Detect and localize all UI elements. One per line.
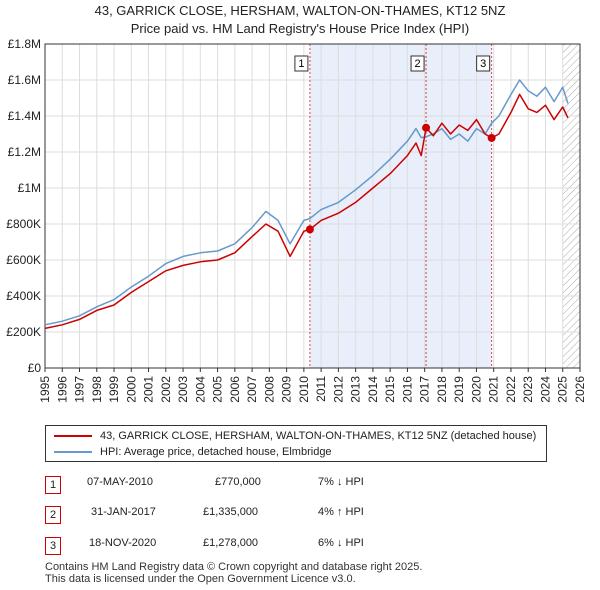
x-tick-label: 2017 xyxy=(418,376,432,403)
sale-marker: 1 xyxy=(45,476,61,494)
title-line-1: 43, GARRICK CLOSE, HERSHAM, WALTON-ON-TH… xyxy=(94,3,506,18)
sale-date: 18-NOV-2020 xyxy=(89,537,157,549)
sale-hpi-diff: 6% ↓ HPI xyxy=(318,537,364,549)
x-tick-label: 2024 xyxy=(538,376,552,403)
chart-title: 43, GARRICK CLOSE, HERSHAM, WALTON-ON-TH… xyxy=(0,2,600,38)
y-tick-label: £200K xyxy=(6,325,41,339)
footer: Contains HM Land Registry data © Crown c… xyxy=(45,561,422,585)
y-tick-label: £400K xyxy=(6,289,41,303)
title-line-2: Price paid vs. HM Land Registry's House … xyxy=(130,21,470,36)
x-tick-label: 1999 xyxy=(107,376,121,403)
x-tick-label: 2015 xyxy=(383,376,397,403)
plot-frame xyxy=(44,43,581,369)
legend-swatch-hpi xyxy=(54,451,92,453)
sale-price: £1,335,000 xyxy=(203,506,259,518)
x-tick-label: 1996 xyxy=(55,376,69,403)
sale-marker: 3 xyxy=(45,537,61,555)
sale-date: 31-JAN-2017 xyxy=(91,506,156,518)
x-tick-label: 2004 xyxy=(193,376,207,403)
x-tick-label: 2014 xyxy=(366,376,380,403)
y-tick-label: £1M xyxy=(18,181,41,195)
x-tick-label: 2022 xyxy=(504,376,518,403)
sale-marker-box xyxy=(294,55,309,72)
footer-line-1: Contains HM Land Registry data © Crown c… xyxy=(45,561,423,573)
x-tick-label: 2011 xyxy=(314,376,328,402)
sale-price: £770,000 xyxy=(215,476,261,488)
sale-marker-label: 2 xyxy=(414,58,420,70)
x-tick-label: 2019 xyxy=(452,376,466,403)
y-tick-label: £1.8M xyxy=(8,37,41,51)
sale-row: 2 31-JAN-2017 £1,335,000 4% ↑ HPI xyxy=(45,502,405,524)
x-tick-label: 2008 xyxy=(262,376,276,403)
x-tick-label: 2025 xyxy=(556,376,570,403)
x-tick-label: 2003 xyxy=(176,376,190,403)
x-tick-label: 2009 xyxy=(280,376,294,403)
y-tick-label: £600K xyxy=(6,253,41,267)
shaded-period xyxy=(309,44,492,368)
sale-marker-box xyxy=(476,55,491,72)
x-tick-label: 2021 xyxy=(487,376,501,403)
x-tick-label: 2005 xyxy=(211,376,225,403)
x-tick-label: 2026 xyxy=(573,376,587,403)
sale-marker-label: 1 xyxy=(298,58,304,70)
sale-marker-label: 3 xyxy=(480,58,486,70)
sale-row: 3 18-NOV-2020 £1,278,000 6% ↓ HPI xyxy=(45,533,405,555)
x-tick-label: 1998 xyxy=(90,376,104,403)
x-tick-label: 2006 xyxy=(228,376,242,403)
sale-hpi-diff: 7% ↓ HPI xyxy=(318,476,364,488)
x-tick-label: 1997 xyxy=(73,376,87,403)
sale-hpi-diff: 4% ↑ HPI xyxy=(318,506,364,518)
y-tick-label: £1.6M xyxy=(8,73,41,87)
y-tick-label: £1.4M xyxy=(8,109,41,123)
x-tick-label: 2012 xyxy=(331,376,345,403)
series-line-hpi xyxy=(44,79,569,326)
sale-date: 07-MAY-2010 xyxy=(87,476,154,488)
sale-point xyxy=(487,133,496,142)
hatched-future xyxy=(562,44,580,368)
legend-label-price-paid: 43, GARRICK CLOSE, HERSHAM, WALTON-ON-TH… xyxy=(100,430,537,442)
legend: 43, GARRICK CLOSE, HERSHAM, WALTON-ON-TH… xyxy=(45,425,547,462)
legend-label-hpi: HPI: Average price, detached house, Elmb… xyxy=(100,446,332,458)
sale-point xyxy=(422,123,431,132)
sale-point xyxy=(305,225,314,234)
x-tick-label: 1995 xyxy=(38,376,52,403)
x-tick-label: 2001 xyxy=(142,376,156,403)
legend-item-hpi: HPI: Average price, detached house, Elmb… xyxy=(54,444,332,460)
sale-marker-box xyxy=(410,55,425,72)
legend-item-price-paid: 43, GARRICK CLOSE, HERSHAM, WALTON-ON-TH… xyxy=(54,428,536,444)
x-tick-label: 2016 xyxy=(400,376,414,403)
x-tick-label: 2013 xyxy=(349,376,363,403)
sale-marker: 2 xyxy=(45,506,61,524)
x-tick-label: 2010 xyxy=(297,376,311,403)
price-chart: £0 £200K £400K £600K £800K £1M £1.2M £1.4M £1.6M… xyxy=(6,37,587,403)
x-tick-label: 2007 xyxy=(245,376,259,403)
x-tick-label: 2000 xyxy=(124,376,138,403)
sale-row: 1 07-MAY-2010 £770,000 7% ↓ HPI xyxy=(45,472,405,494)
y-tick-label: £800K xyxy=(6,217,41,231)
x-tick-label: 2020 xyxy=(469,376,483,403)
legend-swatch-price-paid xyxy=(54,435,92,437)
y-tick-label: £0 xyxy=(28,361,42,375)
y-tick-label: £1.2M xyxy=(8,145,41,159)
x-tick-label: 2023 xyxy=(521,376,535,403)
series-line-price-paid xyxy=(44,93,569,330)
x-tick-label: 2018 xyxy=(435,376,449,403)
sale-price: £1,278,000 xyxy=(203,537,259,549)
x-tick-label: 2002 xyxy=(159,376,173,403)
footer-line-2: This data is licensed under the Open Gov… xyxy=(45,573,356,585)
